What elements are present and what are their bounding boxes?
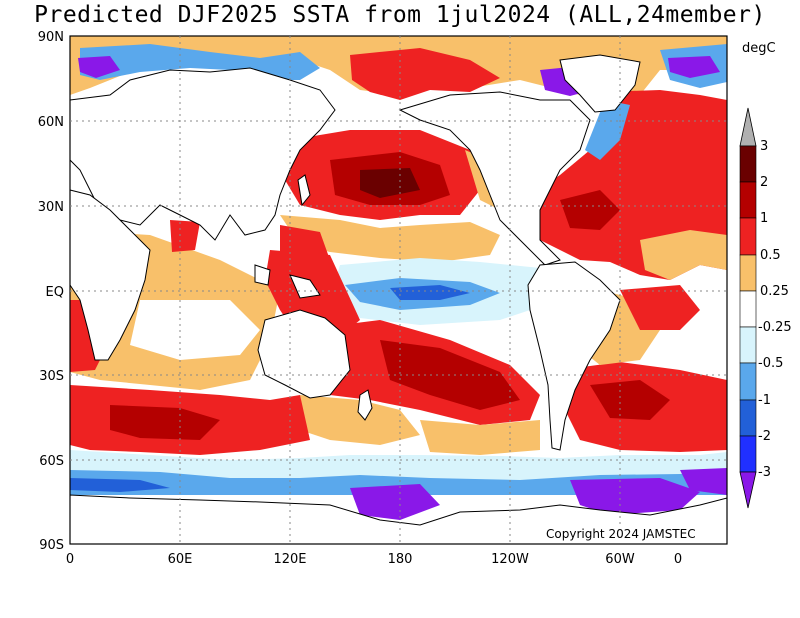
colorbar-box-m2-m3 [739, 435, 757, 473]
colorbar-box-m1-m2 [739, 399, 757, 437]
lat-label-60n: 60N [38, 115, 64, 130]
copyright-box: Copyright 2024 JAMSTEC [543, 525, 723, 542]
colorbar-box-m05-m1 [739, 362, 757, 401]
map-frame [69, 35, 728, 545]
graticule [70, 36, 727, 544]
lon-axis-labels: 0 60E 120E 180 120W 60W 0 [66, 552, 682, 567]
units-label: degC [742, 41, 776, 56]
colorbar-label-m3: -3 [758, 465, 771, 480]
lat-label-60s: 60S [39, 454, 64, 469]
lon-label-120e: 120E [273, 552, 306, 567]
colorbar-label-0-5: 0.5 [760, 248, 781, 263]
colorbar-label-m0-25: -0.25 [758, 320, 792, 335]
copyright-text: Copyright 2024 JAMSTEC [546, 527, 696, 541]
lon-label-60e: 60E [168, 552, 193, 567]
map-title: Predicted DJF2025 SSTA from 1jul2024 (AL… [34, 2, 766, 28]
lon-label-60w: 60W [605, 552, 635, 567]
continents [69, 54, 728, 545]
colorbar-label-1: 1 [760, 211, 768, 226]
lat-label-90s: 90S [39, 538, 64, 553]
colorbar-box-1-2 [739, 181, 757, 219]
colorbar-box-025-05 [739, 254, 757, 292]
colorbar-box-05-1 [739, 217, 757, 256]
lat-label-30n: 30N [38, 200, 64, 215]
colorbar-label-2: 2 [760, 175, 768, 190]
lon-label-0: 0 [66, 552, 74, 567]
lat-label-eq: EQ [46, 285, 64, 300]
colorbar-label-m2: -2 [758, 429, 771, 444]
colorbar-bottom-arrow [739, 471, 757, 509]
lat-label-90n: 90N [38, 30, 64, 45]
colorbar-box-2-3 [739, 145, 757, 183]
colorbar-top-arrow [739, 107, 757, 147]
lon-label-180: 180 [388, 552, 413, 567]
lon-label-120w: 120W [491, 552, 529, 567]
colorbar-label-0-25: 0.25 [760, 284, 789, 299]
lon-label-0-east: 0 [674, 552, 682, 567]
lat-label-30s: 30S [39, 369, 64, 384]
colorbar-label-m1: -1 [758, 393, 771, 408]
colorbar: degC 3 2 1 0.5 0.25 -0.25 -0.5 -1 -2 -3 [739, 41, 792, 509]
colorbar-label-3: 3 [760, 139, 768, 154]
colorbar-box-neutral [739, 290, 757, 328]
lat-axis-labels: 90N 60N 30N EQ 30S 60S 90S [38, 30, 64, 553]
colorbar-label-m0-5: -0.5 [758, 356, 783, 371]
colorbar-box-m025-m05 [739, 326, 757, 364]
